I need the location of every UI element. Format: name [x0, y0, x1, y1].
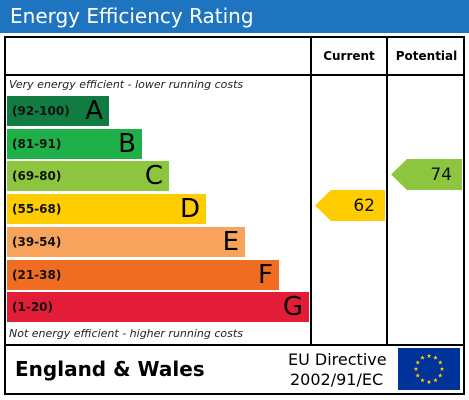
eu-directive-line1: EU Directive [288, 350, 387, 369]
potential-arrow-shape [391, 159, 462, 190]
column-divider-potential [386, 36, 388, 346]
eu-star-icon [420, 377, 425, 383]
band-range-label: (1-20) [12, 300, 53, 315]
column-divider-current [310, 36, 312, 346]
band-c: (69-80) C [7, 161, 169, 192]
band-range-label: (39-54) [12, 234, 62, 249]
band-e: (39-54) E [7, 226, 245, 257]
potential-rating-arrow: 74 [391, 159, 462, 190]
eu-star-icon [420, 355, 425, 360]
note-efficient: Very energy efficient - lower running co… [9, 78, 244, 91]
band-letter-label: E [222, 226, 239, 257]
current-rating-value: 62 [353, 195, 375, 216]
column-header-potential: Potential [395, 49, 458, 63]
band-range-label: (81-91) [12, 136, 62, 151]
eu-flag-icon [398, 348, 460, 390]
column-header-current: Current [323, 49, 375, 63]
chart-title: Energy Efficiency Rating [10, 4, 254, 28]
current-arrow-shape [315, 190, 385, 221]
band-letter-label: D [179, 194, 200, 225]
band-a: (92-100) A [7, 96, 109, 126]
note-inefficient: Not energy efficient - higher running co… [9, 327, 243, 340]
eu-star-icon [426, 353, 432, 358]
band-letter-label: G [282, 292, 303, 323]
header-divider [4, 74, 465, 76]
band-letter-label: C [144, 161, 163, 192]
band-letter-label: B [118, 128, 136, 159]
potential-rating-value: 74 [430, 164, 452, 185]
region-label: England & Wales [15, 357, 205, 381]
band-range-label: (92-100) [12, 104, 70, 118]
eu-star-icon [415, 373, 421, 378]
footer-divider [4, 344, 465, 346]
band-g: (1-20) G [7, 292, 309, 323]
band-range-label: (21-38) [12, 267, 62, 282]
band-f: (21-38) F [7, 259, 279, 290]
band-d: (55-68) D [7, 194, 206, 225]
eu-directive-line2: 2002/91/EC [290, 370, 384, 389]
current-rating-arrow: 62 [315, 190, 385, 221]
band-range-label: (69-80) [12, 169, 62, 184]
eu-star-icon [415, 360, 421, 365]
band-b: (81-91) B [7, 128, 142, 159]
eu-star-icon [433, 355, 438, 360]
band-range-label: (55-68) [12, 202, 62, 217]
band-letter-label: A [85, 96, 103, 126]
eu-star-icon [426, 379, 432, 384]
eu-star-icon [433, 377, 438, 383]
eu-star-icon [413, 366, 419, 371]
band-letter-label: F [258, 259, 273, 290]
eu-star-icon [437, 373, 443, 378]
eu-star-icon [437, 360, 443, 365]
eu-star-icon [439, 366, 445, 371]
title-bar: Energy Efficiency Rating [0, 0, 469, 33]
